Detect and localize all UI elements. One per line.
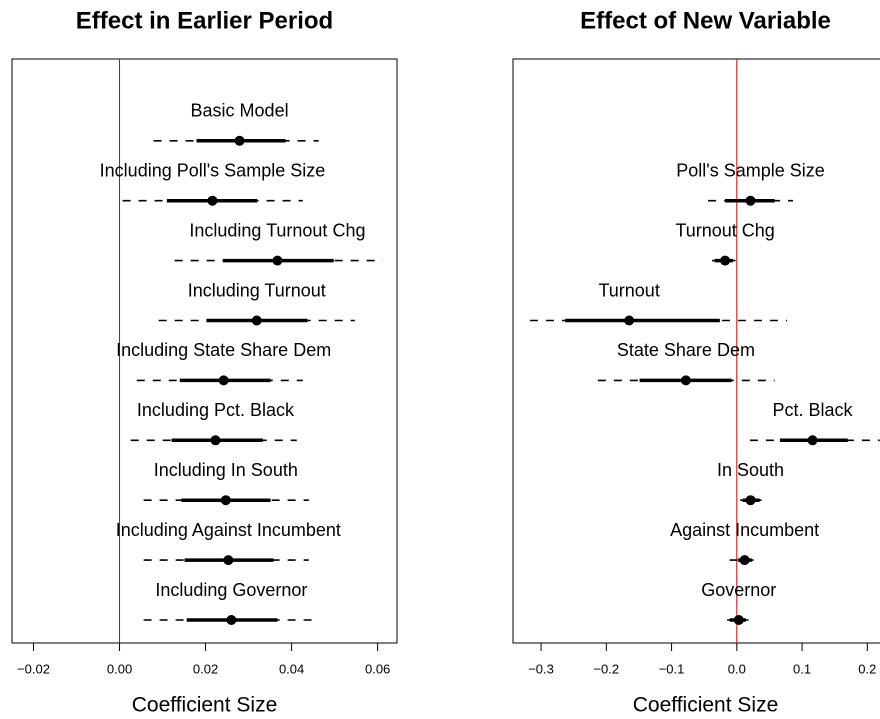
x-tick-label: −0.1 — [659, 661, 685, 676]
category-label: In South — [717, 460, 784, 480]
point-estimate — [733, 615, 744, 625]
point-estimate — [272, 255, 283, 266]
x-tick-label: 0.1 — [793, 661, 811, 676]
point-estimate — [680, 375, 691, 386]
point-estimate — [223, 555, 234, 566]
point-estimate — [226, 615, 237, 625]
category-label: Pct. Black — [773, 400, 854, 420]
x-tick-label: 0.00 — [107, 661, 132, 676]
category-label: State Share Dem — [617, 340, 755, 360]
point-estimate — [218, 375, 229, 386]
plot-frame — [512, 58, 880, 644]
x-tick-label: 0.0 — [728, 661, 746, 676]
x-tick-label: −0.3 — [528, 661, 554, 676]
x-tick-label: 0.02 — [193, 661, 218, 676]
category-label: Including Turnout Chg — [189, 220, 365, 240]
x-tick-label: −0.2 — [593, 661, 619, 676]
category-label: Turnout — [598, 280, 659, 300]
category-label: Including Against Incumbent — [116, 520, 341, 540]
category-label: Turnout Chg — [675, 220, 774, 240]
plot-frame — [11, 58, 398, 644]
x-axis-label: Coefficient Size — [132, 694, 278, 717]
panel-title: Effect in Earlier Period — [76, 7, 333, 34]
category-label: Including State Share Dem — [116, 340, 331, 360]
panel-title: Effect of New Variable — [580, 7, 831, 34]
point-estimate — [745, 495, 756, 506]
category-label: Including Pct. Black — [137, 400, 295, 420]
x-axis-label: Coefficient Size — [633, 694, 779, 717]
x-tick-label: 0.2 — [858, 661, 876, 676]
point-estimate — [720, 255, 731, 266]
category-label: Including In South — [154, 460, 298, 480]
point-estimate — [220, 495, 231, 506]
x-tick-label: −0.02 — [17, 661, 50, 676]
point-estimate — [624, 315, 635, 326]
point-estimate — [210, 435, 221, 446]
point-estimate — [807, 435, 818, 446]
category-label: Against Incumbent — [670, 520, 819, 540]
category-label: Governor — [701, 580, 776, 600]
point-estimate — [251, 315, 262, 326]
category-label: Basic Model — [191, 101, 289, 121]
x-tick-label: 0.04 — [279, 661, 304, 676]
category-label: Including Governor — [155, 580, 307, 600]
category-label: Including Turnout — [188, 280, 326, 300]
category-label: Including Poll's Sample Size — [100, 160, 326, 180]
point-estimate — [234, 135, 245, 146]
point-estimate — [207, 195, 218, 206]
point-estimate — [739, 555, 750, 566]
point-estimate — [745, 195, 756, 206]
category-label: Poll's Sample Size — [676, 160, 825, 180]
x-tick-label: 0.06 — [365, 661, 390, 676]
